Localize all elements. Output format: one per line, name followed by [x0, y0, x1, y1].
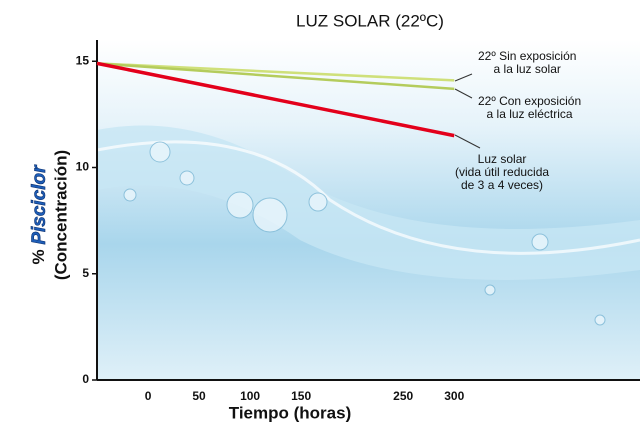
y-axis-label: (Concentración) — [51, 150, 70, 280]
x-tick-label: 250 — [393, 389, 413, 403]
y-tick-label: 0 — [82, 372, 89, 386]
series-label: Luz solar (vida útil reducida de 3 a 4 v… — [455, 153, 549, 192]
x-tick-label: 300 — [444, 389, 464, 403]
series-label: 22º Sin exposición a la luz solar — [478, 50, 576, 76]
x-tick-label: 150 — [291, 389, 311, 403]
chart-title: LUZ SOLAR (22ºC) — [296, 11, 444, 30]
x-tick-label: 0 — [145, 389, 152, 403]
y-tick-label: 15 — [76, 53, 90, 67]
y-axis-label-group: % Pisciclor (Concentración) — [29, 150, 70, 280]
page: LUZ SOLAR (22ºC) Tiempo (horas) % Piscic… — [0, 0, 640, 428]
y-axis-label-line: % Pisciclor — [29, 164, 50, 265]
x-tick-label: 50 — [192, 389, 206, 403]
x-axis-label: Tiempo (horas) — [229, 403, 351, 422]
y-tick-label: 10 — [76, 160, 90, 174]
y-axis-label-prefix: % — [29, 249, 48, 264]
y-tick-label: 5 — [82, 266, 89, 280]
brand-logo: Pisciclor — [29, 164, 50, 245]
series-label: 22º Con exposición a la luz eléctrica — [478, 95, 581, 121]
x-tick-label: 100 — [240, 389, 260, 403]
